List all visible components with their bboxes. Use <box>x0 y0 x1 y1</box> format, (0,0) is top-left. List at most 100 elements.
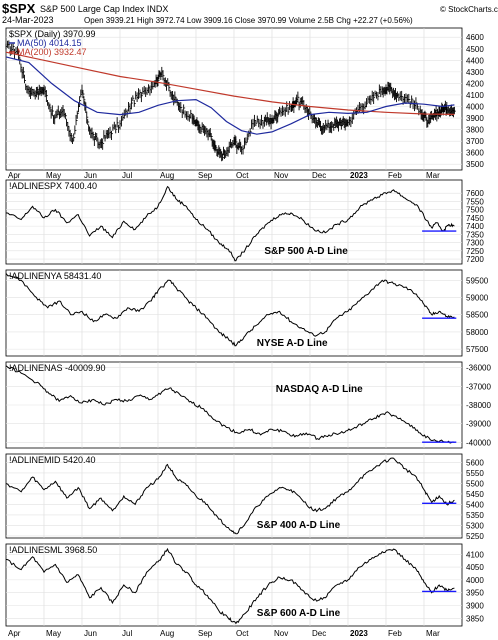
y-tick-label: 4600 <box>466 33 484 42</box>
month-label: May <box>46 629 61 638</box>
y-tick-label: 3500 <box>466 160 484 169</box>
y-tick-label: 4300 <box>466 68 484 77</box>
series-label: S&P 400 A-D Line <box>257 520 341 531</box>
panel-title: !ADLINESML 3968.50 <box>9 545 97 555</box>
month-label: Nov <box>274 629 288 638</box>
y-tick-label: 5450 <box>466 490 484 499</box>
ma50-line <box>5 56 455 135</box>
y-tick-label: -39000 <box>466 420 491 429</box>
y-tick-label: -37000 <box>466 382 491 391</box>
y-tick-label: 7600 <box>466 189 484 198</box>
panel-0: 3500 3600 3700 3800 3900 4000 4100 4200 4300 4400… <box>5 27 484 171</box>
ad-line <box>5 547 455 625</box>
panel-title: !ADLINEMID 5420.40 <box>9 455 96 465</box>
y-tick-label: 4000 <box>466 576 484 585</box>
month-label: May <box>46 171 61 180</box>
y-tick-label: 7400 <box>466 222 484 231</box>
y-tick-label: 3800 <box>466 126 484 135</box>
ma200-line <box>5 51 455 115</box>
ad-line <box>5 185 455 262</box>
month-label: Sep <box>198 171 213 180</box>
month-label: Aug <box>160 171 174 180</box>
panels: 3500 3600 3700 3800 3900 4000 4100 4200 4300 4400… <box>5 27 491 627</box>
y-tick-label: 59000 <box>466 294 489 303</box>
ohlc-summary: Open 3939.21 High 3972.74 Low 3909.16 Cl… <box>84 16 413 25</box>
ad-line <box>5 365 455 444</box>
panel-title: !ADLINENYA 58431.40 <box>9 271 101 281</box>
panel-2: 57500 58000 58500 59000 59500 !ADLINENYA 5843… <box>5 269 489 357</box>
y-tick-label: 3600 <box>466 149 484 158</box>
y-tick-label: 7300 <box>466 239 484 248</box>
month-label: 2023 <box>350 629 368 638</box>
y-tick-label: 5550 <box>466 469 484 478</box>
month-label: Nov <box>274 171 288 180</box>
panel-3: -36000 -37000 -38000 -39000 -40000 !ADLINENAS… <box>5 361 491 449</box>
month-label: Sep <box>198 629 213 638</box>
symbol: $SPX <box>2 1 36 16</box>
y-tick-label: 5350 <box>466 511 484 520</box>
y-tick-label: 3850 <box>466 614 484 623</box>
y-tick-label: 3950 <box>466 589 484 598</box>
y-tick-label: 4100 <box>466 550 484 559</box>
y-tick-label: 7200 <box>466 255 484 264</box>
y-tick-label: 3900 <box>466 114 484 123</box>
y-tick-label: 7500 <box>466 206 484 215</box>
month-label: Feb <box>388 629 402 638</box>
month-label: Jul <box>122 171 132 180</box>
y-tick-label: 3900 <box>466 602 484 611</box>
y-tick-label: 4500 <box>466 45 484 54</box>
month-label: 2023 <box>350 171 368 180</box>
legend-entry: MA(200) 3932.47 <box>17 47 87 57</box>
y-tick-label: 5500 <box>466 479 484 488</box>
y-tick-label: 7350 <box>466 230 484 239</box>
y-tick-label: 5600 <box>466 458 484 467</box>
index-name: S&P 500 Large Cap Index INDX <box>40 4 168 14</box>
y-tick-label: 58000 <box>466 328 489 337</box>
month-label: Oct <box>236 629 249 638</box>
month-label: Jun <box>84 629 97 638</box>
y-tick-label: 59500 <box>466 276 489 285</box>
y-tick-label: -36000 <box>466 364 491 373</box>
month-label: Dec <box>312 629 326 638</box>
ad-line <box>5 457 455 535</box>
y-tick-label: 4000 <box>466 103 484 112</box>
month-label: Mar <box>426 171 440 180</box>
legend-entry: MA(50) 4014.15 <box>17 38 82 48</box>
y-tick-label: 4400 <box>466 56 484 65</box>
month-label: Jul <box>122 629 132 638</box>
y-tick-label: -40000 <box>466 438 491 447</box>
y-tick-label: 7550 <box>466 197 484 206</box>
month-label: Mar <box>426 629 440 638</box>
panel-title: !ADLINENAS -40009.90 <box>9 363 106 373</box>
y-tick-label: 4050 <box>466 563 484 572</box>
panel-5: 3850 3900 3950 4000 4050 4100 !ADLINESML 3968.… <box>5 543 484 627</box>
y-tick-label: 5250 <box>466 532 484 541</box>
series-label: NASDAQ A-D Line <box>276 384 363 395</box>
month-label: Jun <box>84 171 97 180</box>
month-label: Dec <box>312 171 326 180</box>
month-label: Oct <box>236 171 249 180</box>
y-tick-label: 4100 <box>466 91 484 100</box>
y-tick-label: 3700 <box>466 137 484 146</box>
panel-title: !ADLINESPX 7400.40 <box>9 181 97 191</box>
y-tick-label: 7250 <box>466 247 484 256</box>
y-tick-label: 4200 <box>466 79 484 88</box>
month-label: Feb <box>388 171 402 180</box>
y-tick-label: 5300 <box>466 521 484 530</box>
series-label: S&P 500 A-D Line <box>264 246 348 257</box>
y-tick-label: 7450 <box>466 214 484 223</box>
stockcharts-brand: © StockCharts.com <box>440 5 498 14</box>
month-label: Apr <box>8 629 21 638</box>
ad-line <box>5 273 455 347</box>
y-tick-label: -38000 <box>466 401 491 410</box>
panel-title: $SPX (Daily) 3970.99 <box>9 29 96 39</box>
series-label: S&P 600 A-D Line <box>257 608 341 619</box>
month-label: Apr <box>8 171 21 180</box>
series-label: NYSE A-D Line <box>257 338 328 349</box>
y-tick-label: 58500 <box>466 311 489 320</box>
month-label: Aug <box>160 629 174 638</box>
